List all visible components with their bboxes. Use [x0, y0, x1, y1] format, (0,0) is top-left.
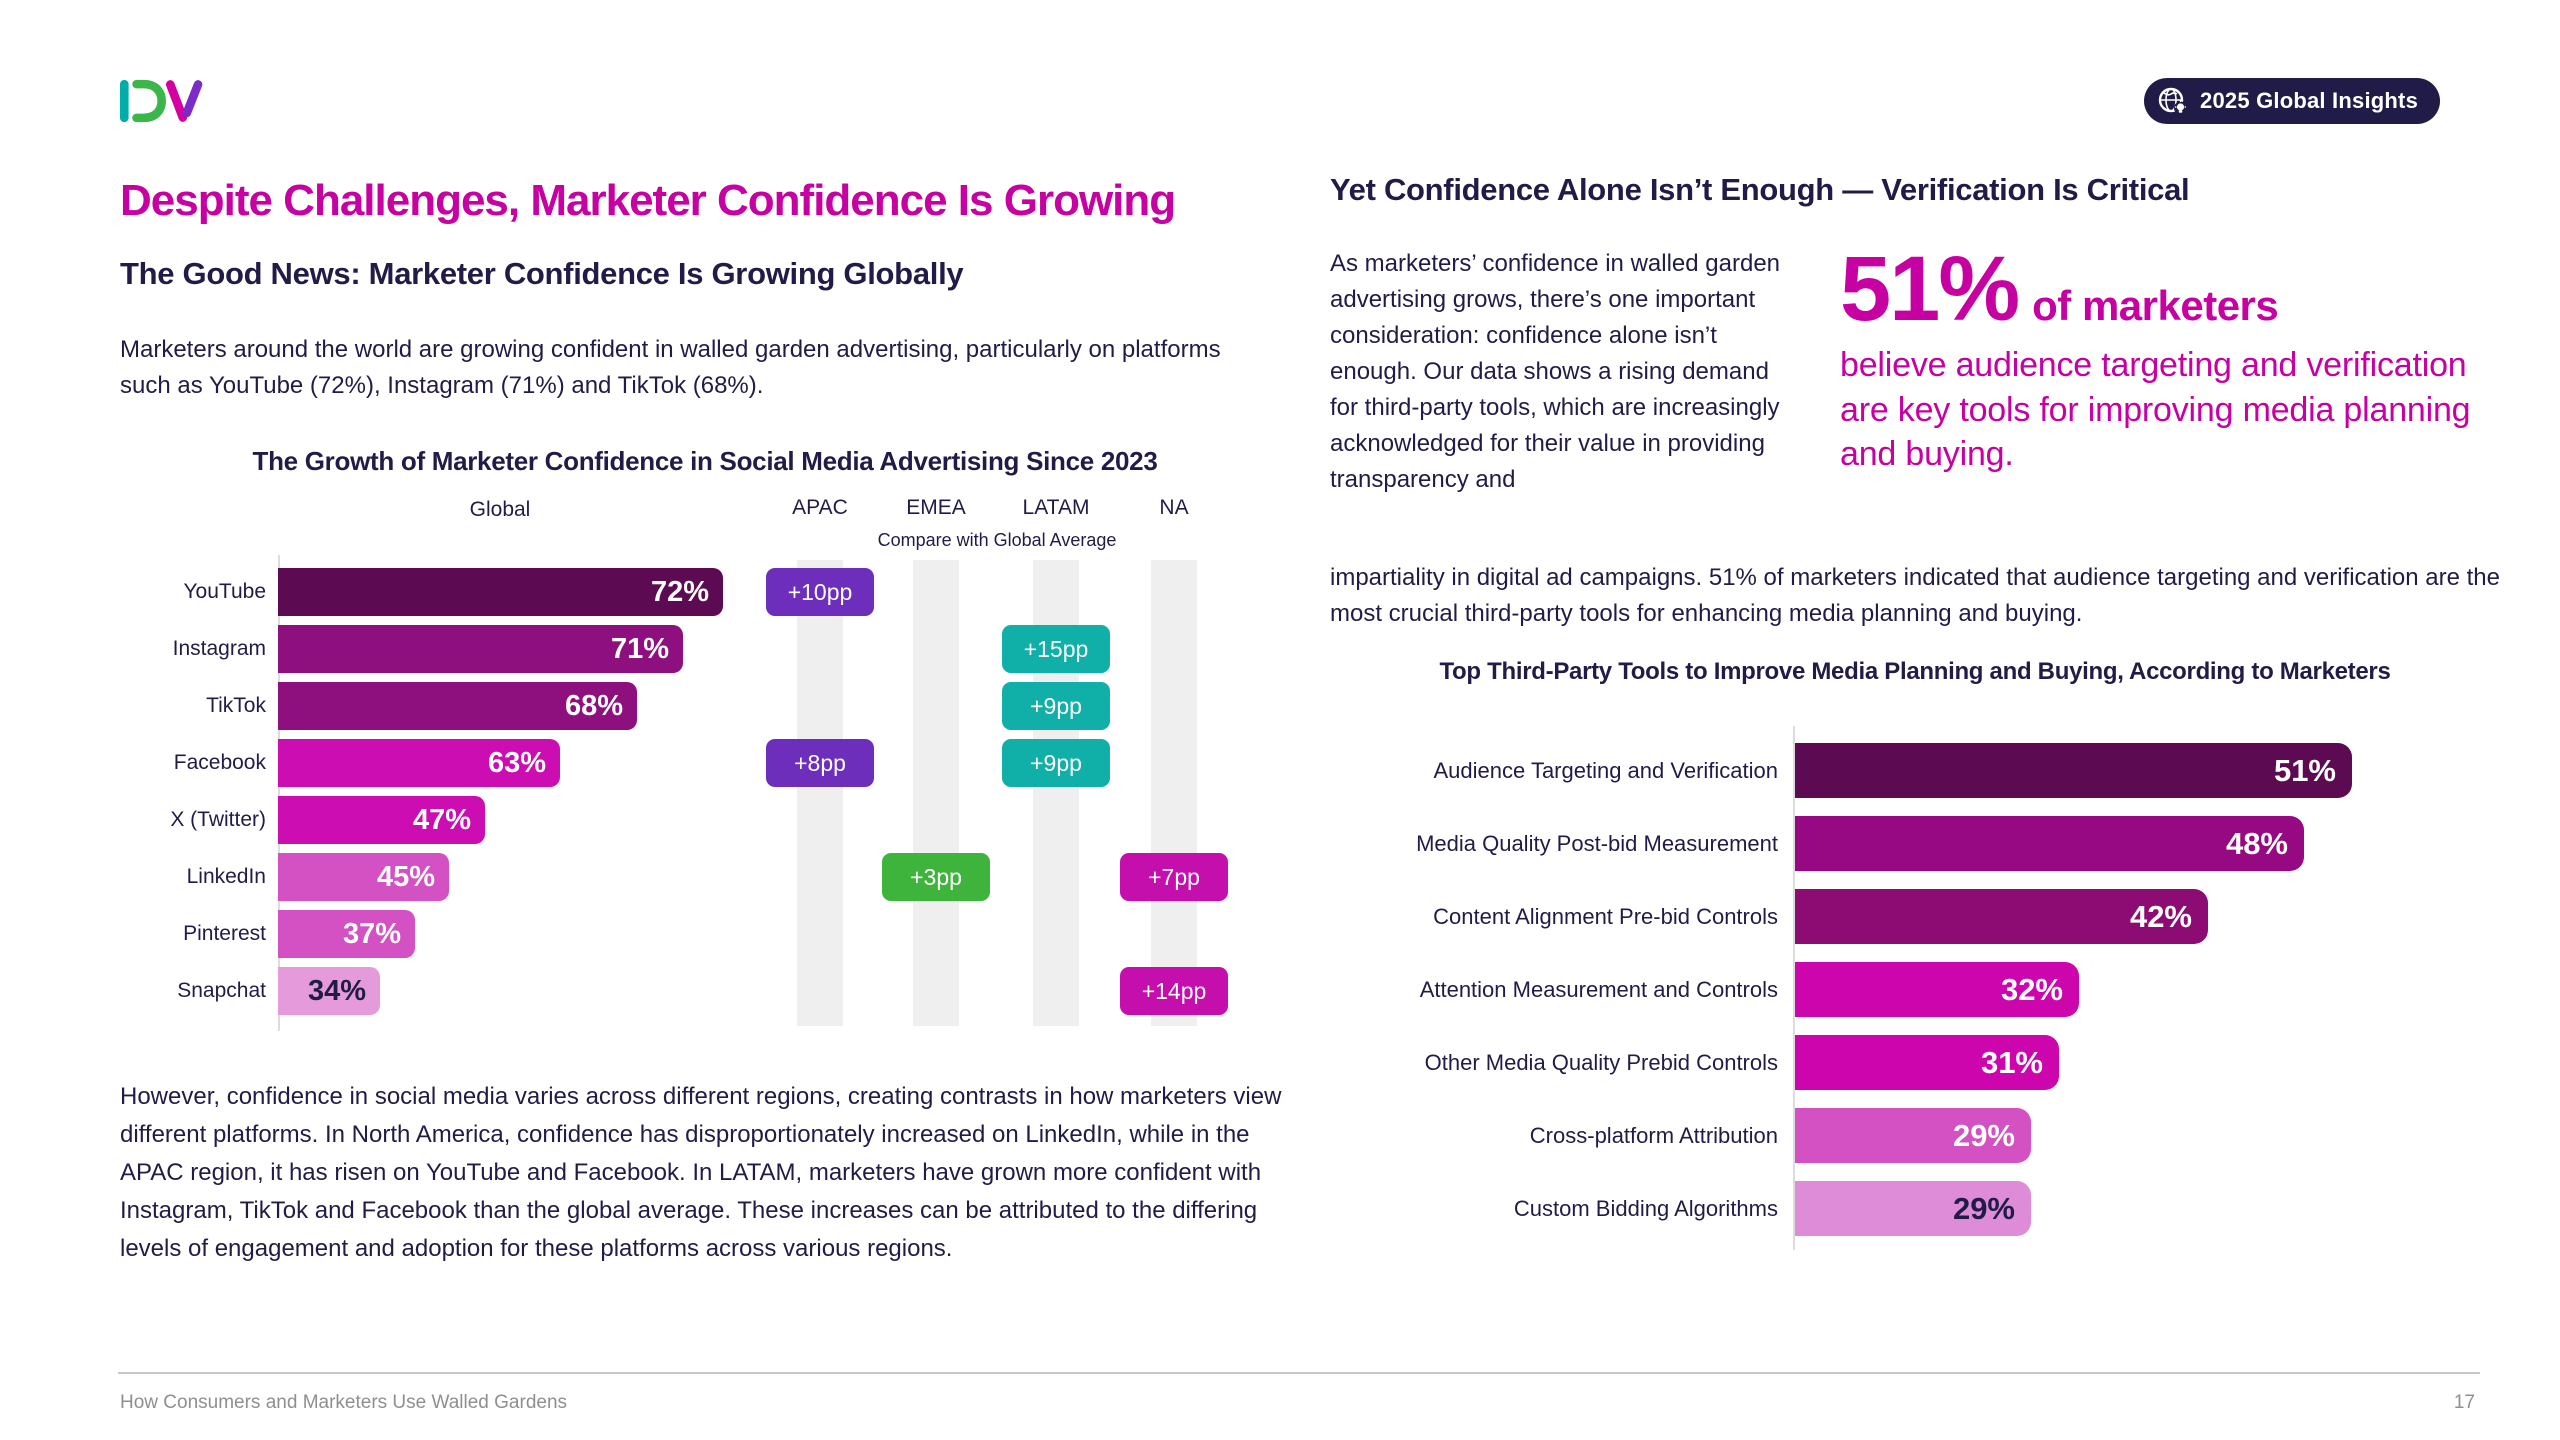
- tool-value-label: 32%: [2000, 972, 2063, 1007]
- bar-value-label: 68%: [564, 690, 623, 722]
- tool-label: Other Media Quality Prebid Controls: [1424, 1050, 1778, 1075]
- footer-page-number: 17: [2453, 1392, 2475, 1413]
- bar-value-label: 63%: [487, 747, 546, 779]
- platform-label: Facebook: [173, 751, 266, 774]
- footer-title: How Consumers and Marketers Use Walled G…: [120, 1392, 568, 1413]
- stat-description: believe audience targeting and verificat…: [1840, 346, 2471, 473]
- delta-chip-latam: +15pp: [1002, 625, 1110, 673]
- tool-value-label: 42%: [2129, 899, 2192, 934]
- left-outro-paragraph: However, confidence in social media vari…: [120, 1083, 1282, 1262]
- left-subheadline: The Good News: Marketer Confidence Is Gr…: [120, 256, 964, 291]
- globe-lightbulb-icon: [2156, 84, 2190, 118]
- tool-value-label: 29%: [1952, 1118, 2015, 1153]
- stat-suffix: of marketers: [2032, 282, 2279, 329]
- delta-chip-na: +14pp: [1120, 967, 1228, 1015]
- platform-label: LinkedIn: [186, 865, 266, 888]
- tool-bar: 32%: [1795, 962, 2079, 1017]
- tool-bar: 29%: [1795, 1181, 2031, 1236]
- confidence-bar: 72%: [278, 568, 723, 616]
- confidence-bar: 47%: [278, 796, 485, 844]
- region-header-na: NA: [1159, 496, 1189, 519]
- platform-label: YouTube: [183, 580, 266, 603]
- region-strip-apac: [797, 560, 843, 1026]
- social-chart-title: The Growth of Marketer Confidence in Soc…: [252, 446, 1158, 476]
- platform-label: Instagram: [172, 637, 266, 660]
- delta-chip-na: +7pp: [1120, 853, 1228, 901]
- left-headline: Despite Challenges, Marketer Confidence …: [120, 176, 1176, 225]
- tool-label: Cross-platform Attribution: [1529, 1123, 1778, 1148]
- delta-chip-apac: +10pp: [766, 568, 874, 616]
- confidence-bar: 45%: [278, 853, 449, 901]
- platform-label: Pinterest: [183, 922, 266, 945]
- bar-value-label: 45%: [376, 861, 435, 893]
- region-header-emea: EMEA: [906, 496, 966, 519]
- social-chart-axis: [278, 555, 280, 1031]
- right-intro-continued: impartiality in digital ad campaigns. 51…: [1330, 564, 2500, 627]
- stat-callout: 51% of marketers believe audience targeti…: [1782, 243, 2500, 498]
- confidence-bar: 34%: [278, 967, 380, 1015]
- tool-bar: 51%: [1795, 743, 2352, 798]
- delta-chip-emea: +3pp: [882, 853, 990, 901]
- right-headline: Yet Confidence Alone Isn’t Enough — Veri…: [1330, 172, 2190, 207]
- insights-badge: 2025 Global Insights: [2144, 78, 2440, 124]
- tool-label: Audience Targeting and Verification: [1433, 758, 1778, 783]
- tool-label: Media Quality Post-bid Measurement: [1416, 831, 1778, 856]
- platform-label: TikTok: [206, 694, 266, 717]
- tool-value-label: 31%: [1980, 1045, 2043, 1080]
- tools-chart: Top Third-Party Tools to Improve Media P…: [1330, 658, 2500, 1298]
- global-column-header: Global: [469, 498, 531, 521]
- confidence-bar: 68%: [278, 682, 637, 730]
- insights-badge-label: 2025 Global Insights: [2200, 88, 2418, 113]
- tool-value-label: 29%: [1952, 1191, 2015, 1226]
- right-intro-paragraph: As marketers’ confidence in walled garde…: [1330, 250, 1781, 493]
- delta-chip-latam: +9pp: [1002, 682, 1110, 730]
- tool-bar: 42%: [1795, 889, 2208, 944]
- tools-chart-title: Top Third-Party Tools to Improve Media P…: [1439, 658, 2391, 685]
- tool-value-label: 48%: [2225, 826, 2288, 861]
- confidence-bar: 63%: [278, 739, 560, 787]
- tool-label: Custom Bidding Algorithms: [1513, 1196, 1778, 1221]
- tool-bar: 29%: [1795, 1108, 2031, 1163]
- confidence-bar: 71%: [278, 625, 683, 673]
- bar-value-label: 34%: [307, 975, 366, 1007]
- regional-compare-subtitle: Compare with Global Average: [877, 530, 1117, 550]
- right-intro-row: As marketers’ confidence in walled garde…: [1330, 243, 2500, 498]
- bar-value-label: 71%: [610, 633, 669, 665]
- region-strip-emea: [913, 560, 959, 1026]
- region-strip-na: [1151, 560, 1197, 1026]
- tool-value-label: 51%: [2273, 753, 2336, 788]
- dv-logo-glyph: [120, 79, 203, 123]
- social-confidence-chart: The Growth of Marketer Confidence in Soc…: [120, 440, 1290, 1045]
- platform-label: X (Twitter): [170, 808, 266, 831]
- footer-divider: [118, 1372, 2480, 1374]
- platform-label: Snapchat: [177, 979, 266, 1002]
- dv-logo: [120, 78, 206, 129]
- tool-bar: 31%: [1795, 1035, 2059, 1090]
- bar-value-label: 47%: [412, 804, 471, 836]
- delta-chip-apac: +8pp: [766, 739, 874, 787]
- stat-value: 51%: [1840, 238, 2020, 340]
- region-header-latam: LATAM: [1022, 496, 1090, 519]
- tools-chart-axis: [1793, 726, 1795, 1250]
- delta-chip-latam: +9pp: [1002, 739, 1110, 787]
- left-intro-paragraph: Marketers around the world are growing c…: [120, 336, 1221, 399]
- tool-label: Attention Measurement and Controls: [1419, 977, 1778, 1002]
- tool-label: Content Alignment Pre-bid Controls: [1433, 904, 1778, 929]
- bar-value-label: 72%: [650, 576, 709, 608]
- bar-value-label: 37%: [342, 918, 401, 950]
- tool-bar: 48%: [1795, 816, 2304, 871]
- confidence-bar: 37%: [278, 910, 415, 958]
- stat-line: 51% of marketers: [1840, 243, 2500, 335]
- region-header-apac: APAC: [792, 496, 848, 519]
